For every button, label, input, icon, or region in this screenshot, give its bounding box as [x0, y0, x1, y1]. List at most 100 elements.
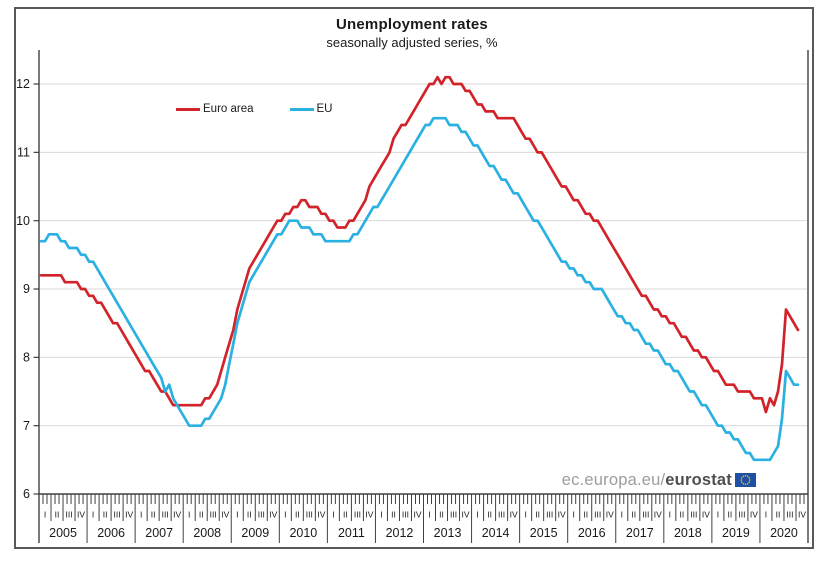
quarter-tick-label: I	[236, 510, 238, 520]
legend: Euro area EU	[176, 103, 333, 115]
legend-label-euro-area: Euro area	[203, 103, 254, 115]
year-tick-label: 2010	[289, 526, 317, 540]
quarter-tick-label: II	[103, 510, 108, 520]
x-axis-ticks	[38, 494, 809, 543]
quarter-tick-label: II	[55, 510, 60, 520]
quarter-tick-label: II	[776, 510, 781, 520]
series-euro-area	[39, 75, 800, 414]
quarter-tick-label: IV	[365, 510, 373, 520]
quarter-tick-label: IV	[462, 510, 470, 520]
year-tick-label: 2020	[770, 526, 798, 540]
quarter-tick-label: II	[631, 510, 636, 520]
quarter-tick-label: I	[284, 510, 286, 520]
quarter-tick-label: II	[487, 510, 492, 520]
quarter-tick-label: III	[402, 510, 409, 520]
quarter-tick-label: III	[546, 510, 553, 520]
quarter-tick-label: IV	[606, 510, 614, 520]
legend-label-eu: EU	[316, 103, 333, 115]
quarter-tick-label: III	[65, 510, 72, 520]
quarter-tick-label: III	[162, 510, 169, 520]
year-tick-label: 2017	[626, 526, 654, 540]
quarter-tick-label: I	[476, 510, 478, 520]
quarter-tick-label: IV	[317, 510, 325, 520]
quarter-tick-label: III	[594, 510, 601, 520]
y-tick-label: 10	[16, 214, 30, 228]
year-tick-label: 2013	[434, 526, 462, 540]
quarter-tick-label: I	[573, 510, 575, 520]
eurostat-url-bold: eurostat	[665, 470, 732, 489]
gridlines	[33, 83, 807, 495]
quarter-tick-label: III	[114, 510, 121, 520]
y-axis-labels: 6 7 8 9 10 11 12	[16, 77, 30, 501]
quarter-tick-label: III	[450, 510, 457, 520]
quarter-tick-label: IV	[173, 510, 181, 520]
quarter-tick-label: IV	[413, 510, 421, 520]
quarter-tick-label: II	[151, 510, 156, 520]
quarter-tick-label: II	[295, 510, 300, 520]
quarter-tick-label: II	[679, 510, 684, 520]
quarter-labels: I II III IV I II III IV I II III IV I II III IV I II III IV…	[44, 510, 807, 520]
eu-flag-icon	[735, 473, 756, 487]
euro-area-line-swatch	[176, 107, 200, 111]
year-tick-label: 2018	[674, 526, 702, 540]
quarter-tick-label: I	[92, 510, 94, 520]
chart-subtitle: seasonally adjusted series, %	[326, 35, 498, 50]
year-tick-label: 2008	[193, 526, 221, 540]
quarter-tick-label: IV	[77, 510, 85, 520]
year-tick-label: 2014	[482, 526, 510, 540]
quarter-tick-label: III	[642, 510, 649, 520]
quarter-tick-label: IV	[269, 510, 277, 520]
quarter-tick-label: II	[728, 510, 733, 520]
y-tick-label: 9	[23, 282, 30, 296]
eu-line-swatch	[289, 107, 314, 111]
quarter-tick-label: I	[188, 510, 190, 520]
year-tick-label: 2015	[530, 526, 558, 540]
y-tick-label: 6	[23, 487, 30, 501]
quarter-tick-label: IV	[702, 510, 710, 520]
quarter-tick-label: III	[258, 510, 265, 520]
year-tick-label: 2012	[386, 526, 414, 540]
quarter-tick-label: IV	[654, 510, 662, 520]
year-tick-label: 2019	[722, 526, 750, 540]
chart-title: Unemployment rates	[336, 16, 488, 33]
quarter-tick-label: I	[621, 510, 623, 520]
quarter-tick-label: II	[391, 510, 396, 520]
quarter-tick-label: IV	[510, 510, 518, 520]
quarter-tick-label: IV	[221, 510, 229, 520]
quarter-tick-label: I	[669, 510, 671, 520]
year-tick-label: 2007	[145, 526, 173, 540]
quarter-tick-label: II	[583, 510, 588, 520]
quarter-tick-label: IV	[125, 510, 133, 520]
quarter-tick-label: III	[306, 510, 313, 520]
y-tick-label: 8	[23, 351, 30, 365]
eurostat-url-prefix: ec.europa.eu/	[561, 470, 666, 489]
quarter-tick-label: I	[332, 510, 334, 520]
quarter-tick-label: I	[140, 510, 142, 520]
y-tick-label: 11	[17, 146, 30, 160]
quarter-tick-label: I	[380, 510, 382, 520]
year-tick-label: 2006	[97, 526, 125, 540]
quarter-tick-label: III	[690, 510, 697, 520]
quarter-tick-label: II	[343, 510, 348, 520]
year-tick-label: 2016	[578, 526, 606, 540]
legend-item-eu: EU	[289, 103, 333, 115]
quarter-tick-label: I	[428, 510, 430, 520]
quarter-tick-label: I	[717, 510, 719, 520]
year-tick-label: 2005	[49, 526, 77, 540]
quarter-tick-label: IV	[750, 510, 758, 520]
quarter-tick-label: I	[765, 510, 767, 520]
eurostat-branding: ec.europa.eu/eurostat	[556, 469, 756, 491]
quarter-tick-label: II	[535, 510, 540, 520]
quarter-tick-label: III	[354, 510, 361, 520]
quarter-tick-label: I	[524, 510, 526, 520]
quarter-tick-label: II	[439, 510, 444, 520]
quarter-tick-label: I	[44, 510, 46, 520]
quarter-tick-label: IV	[798, 510, 806, 520]
y-tick-label: 7	[23, 419, 30, 433]
quarter-tick-label: III	[498, 510, 505, 520]
quarter-tick-label: III	[738, 510, 745, 520]
quarter-tick-label: II	[199, 510, 204, 520]
legend-item-euro-area: Euro area	[176, 103, 254, 115]
